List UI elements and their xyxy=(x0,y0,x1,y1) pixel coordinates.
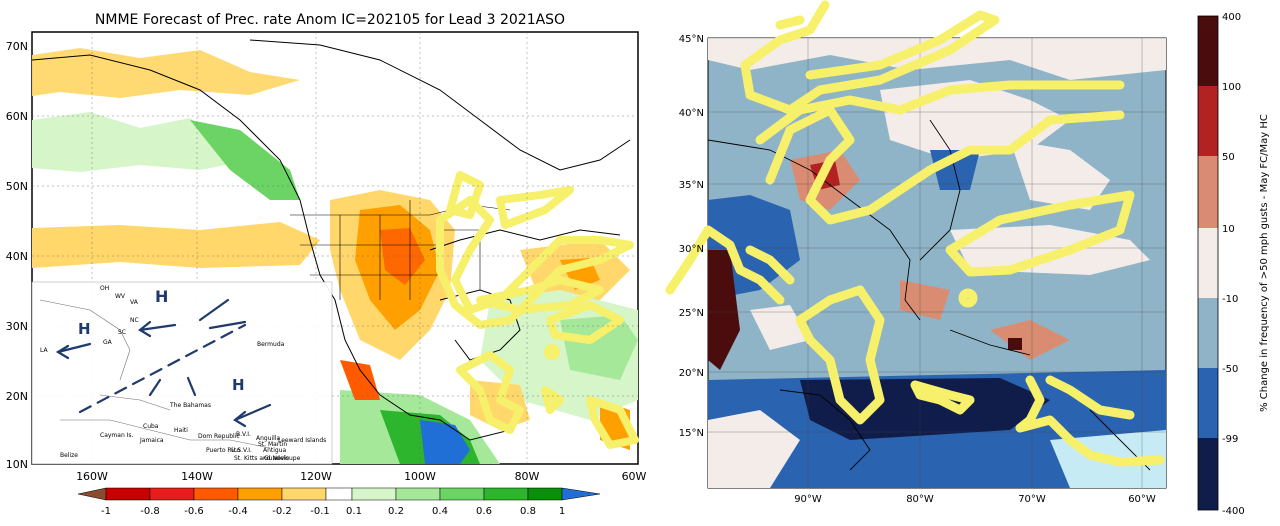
colorbar-tick: -50 xyxy=(1222,364,1238,375)
lon-label: 60W xyxy=(622,470,647,483)
inset-label: St. Martin xyxy=(258,441,287,448)
lon-label: 80W xyxy=(515,470,540,483)
gust-colorbar: 400 100 50 10 -10 -50 -99 -400 % Change … xyxy=(1197,12,1270,517)
inset-label: GA xyxy=(103,339,113,346)
wind-gust-change-map: 45°N 40°N 35°N 30°N 25°N 20°N 15°N 90°W … xyxy=(665,0,1270,517)
precip-colorbar: -1 -0.8 -0.6 -0.4 -0.2 -0.1 0.1 0.2 0.4 … xyxy=(77,487,601,517)
lon-label: 100W xyxy=(404,470,436,483)
colorbar-tick: 10 xyxy=(1222,224,1235,235)
high-marker: H xyxy=(78,320,91,338)
colorbar-tick: 0.2 xyxy=(388,506,404,517)
colorbar-tick: -0.4 xyxy=(228,506,248,517)
colorbar-tick: -0.8 xyxy=(140,506,160,517)
inset-label: Leeward Islands xyxy=(278,437,326,444)
inset-label: St. Kitts and Nevis xyxy=(234,455,289,462)
lat-label: 40N xyxy=(6,250,28,263)
hurricane-track-inset: H H H OH WV VA NC SC GA LA Bermuda The B… xyxy=(31,281,333,465)
inset-label: Anguilla xyxy=(256,435,281,442)
inset-label: WV xyxy=(115,293,126,300)
lon-label: 120W xyxy=(300,470,332,483)
colorbar-tick: 400 xyxy=(1222,12,1241,23)
lat-label: 20N xyxy=(6,390,28,403)
highlight-contours xyxy=(436,171,639,449)
precip-forecast-map: NMME Forecast of Prec. rate Anom IC=2021… xyxy=(6,12,647,517)
colorbar-tick: -0.2 xyxy=(272,506,292,517)
colorbar-tick: 100 xyxy=(1222,82,1241,93)
inset-frame xyxy=(31,281,333,465)
colorbar-tick: -400 xyxy=(1222,506,1245,517)
colorbar-title: % Change in frequency of >50 mph gusts -… xyxy=(1259,114,1270,412)
lat-label: 45°N xyxy=(679,34,704,45)
lat-label: 70N xyxy=(6,40,28,53)
lat-label: 30N xyxy=(6,320,28,333)
lat-label: 15°N xyxy=(679,428,704,439)
high-marker: H xyxy=(155,287,168,306)
lat-label: 10N xyxy=(6,458,28,471)
lon-label: 160W xyxy=(76,470,108,483)
inset-label: VA xyxy=(130,299,139,306)
gust-change-shading xyxy=(708,38,1166,488)
inset-label: Belize xyxy=(60,452,78,459)
colorbar-tick: -1 xyxy=(101,506,111,517)
lon-label: 140W xyxy=(181,470,213,483)
colorbar-tick: 0.8 xyxy=(520,506,536,517)
inset-label: The Bahamas xyxy=(169,402,211,409)
colorbar-tick: 0.6 xyxy=(476,506,492,517)
inset-label: Haiti xyxy=(174,427,188,434)
colorbar-tick: -10 xyxy=(1222,294,1238,305)
lat-label: 35°N xyxy=(679,180,704,191)
inset-label: SC xyxy=(118,329,126,336)
lat-label: 20°N xyxy=(679,368,704,379)
lon-label: 90°W xyxy=(794,494,822,505)
lat-label: 60N xyxy=(6,110,28,123)
inset-label: U.S.V.I. xyxy=(231,447,252,454)
lat-label: 25°N xyxy=(679,308,704,319)
colorbar-tick: 1 xyxy=(559,506,565,517)
inset-label: Antigua xyxy=(263,447,287,454)
inset-label: LA xyxy=(40,347,48,354)
inset-label: Puerto Rico xyxy=(206,447,241,454)
lon-label: 70°W xyxy=(1018,494,1046,505)
right-highlight-contours xyxy=(665,0,1165,467)
lat-label: 40°N xyxy=(679,108,704,119)
inset-label: Guadeloupe xyxy=(264,455,301,462)
lon-label: 60°W xyxy=(1128,494,1156,505)
lon-label: 80°W xyxy=(906,494,934,505)
high-marker: H xyxy=(232,376,245,394)
inset-label: OH xyxy=(100,285,109,292)
colorbar-tick: 0.1 xyxy=(346,506,362,517)
inset-label: B.V.I. xyxy=(236,431,251,438)
inset-label: Jamaica xyxy=(139,437,164,444)
colorbar-tick: 50 xyxy=(1222,152,1235,163)
lat-label: 30°N xyxy=(679,244,704,255)
inset-label: Dom Republic xyxy=(198,433,240,440)
left-map-title: NMME Forecast of Prec. rate Anom IC=2021… xyxy=(95,12,565,28)
colorbar-tick: 0.4 xyxy=(432,506,448,517)
colorbar-tick: -99 xyxy=(1222,434,1238,445)
inset-label: NC xyxy=(130,317,139,324)
inset-label: Cayman Is. xyxy=(100,432,134,439)
inset-label: Bermuda xyxy=(257,341,285,348)
colorbar-tick: -0.6 xyxy=(184,506,204,517)
lat-label: 50N xyxy=(6,180,28,193)
colorbar-tick: -0.1 xyxy=(310,506,330,517)
inset-label: Cuba xyxy=(143,423,159,430)
